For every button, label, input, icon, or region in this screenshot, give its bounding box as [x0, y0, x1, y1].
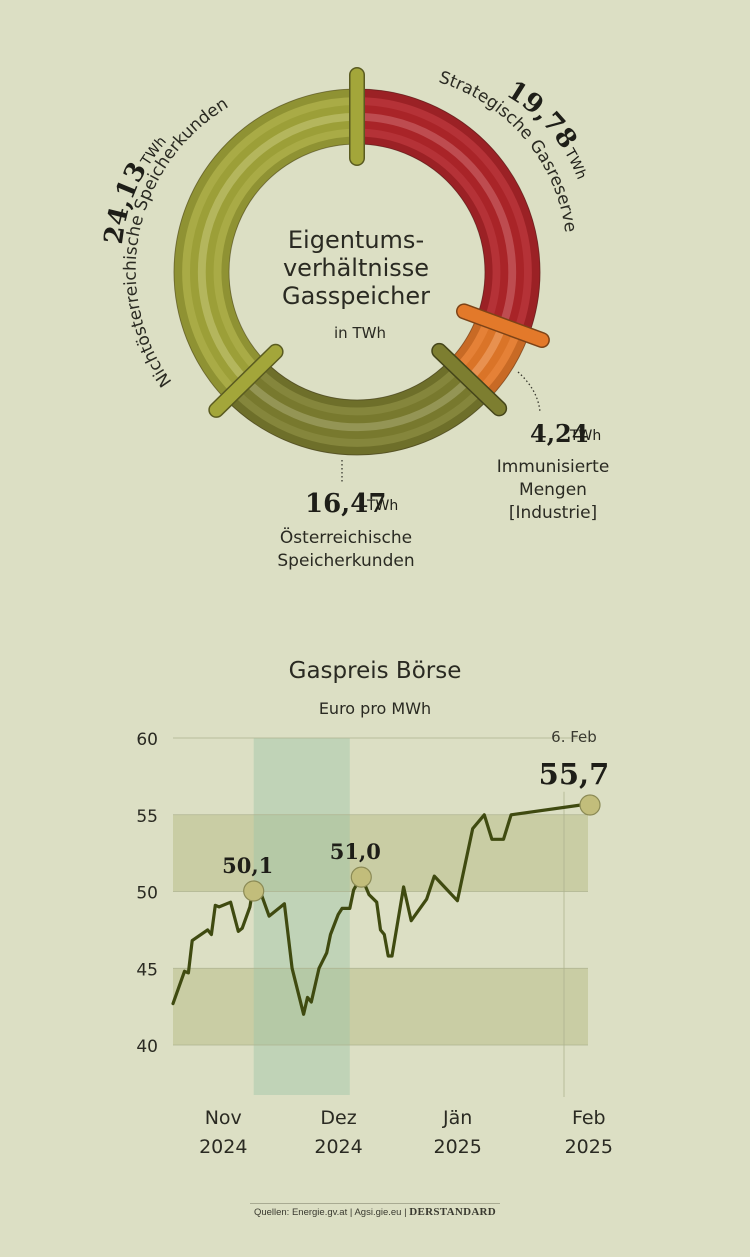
donut-segment-austrian [259, 360, 456, 409]
x-tick-label: Feb [572, 1107, 606, 1129]
donut-segment-austrian [254, 365, 461, 416]
donut-segment-strategic [356, 96, 533, 333]
donut-segment-strategic [356, 88, 541, 336]
y-tick-label: 55 [136, 807, 158, 827]
donut-segment-foreign [173, 88, 358, 401]
brand-logo: DERSTANDARD [409, 1206, 497, 1218]
x-tick-label: Dez [320, 1107, 356, 1129]
donut-joint-fill-foreign [209, 345, 283, 417]
y-tick-label: 40 [136, 1037, 158, 1057]
donut-segment-foreign [197, 112, 358, 384]
y-tick-label: 60 [136, 730, 158, 750]
donut-title-line-1: Eigentums- [288, 226, 424, 254]
immunised-label-line-2: Mengen [519, 480, 587, 500]
footer-sources: Quellen: Energie.gv.at | Agsi.gie.eu | [253, 1207, 407, 1218]
x-tick-year: 2025 [433, 1136, 481, 1158]
price-line-chart: 40 45 50 55 60 Nov 2024 Dez 2024 Jän 2025 Feb 2025 50… [136, 728, 613, 1158]
donut-segment-foreign [220, 135, 358, 368]
price-chart-title: Gaspreis Börse [289, 658, 462, 684]
immunised-label-line-1: Immunisierte [497, 457, 610, 477]
y-tick-label: 45 [136, 960, 158, 980]
x-tick-year: 2025 [565, 1136, 613, 1158]
x-tick-label: Nov [205, 1107, 242, 1129]
donut-segment-foreign [181, 96, 358, 395]
donut-subtitle: in TWh [334, 324, 386, 342]
x-tick-label: Jän [442, 1107, 472, 1129]
donut-segment-austrian [248, 371, 467, 424]
austrian-label-line-2: Speicherkunden [277, 551, 414, 571]
annotation-label: 51,0 [330, 839, 381, 864]
donut-segment-strategic [356, 127, 502, 322]
immunised-value: 4,24 [530, 419, 588, 448]
annotation-label: 50,1 [222, 853, 273, 878]
donut-segment-austrian [242, 376, 473, 432]
donut-center-title: Eigentums- verhältnisse Gasspeicher in T… [282, 226, 430, 342]
immunised-leader-line [517, 371, 541, 413]
footer: Quellen: Energie.gv.at | Agsi.gie.eu | D… [0, 1206, 750, 1218]
donut-segment-strategic [356, 104, 525, 330]
price-chart-title-group: Gaspreis Börse Euro pro MWh [289, 658, 462, 718]
x-tick-year: 2024 [314, 1136, 362, 1158]
donut-segment-strategic [356, 135, 494, 319]
donut-segment-foreign [205, 120, 358, 379]
donut-segment-strategic [356, 120, 509, 325]
donut-segment-foreign [213, 127, 358, 373]
austrian-value: 16,47 [305, 489, 386, 519]
austrian-unit: TWh [366, 498, 398, 514]
donut-title-line-2: verhältnisse [283, 254, 429, 282]
y-band-1 [173, 814, 588, 892]
donut-segment-austrian [226, 393, 490, 456]
donut-segment-strategic [356, 112, 517, 328]
annotation-label: 55,7 [539, 757, 610, 791]
immunised-label-line-3: [Industrie] [509, 503, 597, 523]
donut-segment-austrian [237, 382, 478, 440]
price-chart-subtitle: Euro pro MWh [319, 699, 431, 718]
price-line [171, 802, 590, 1016]
immunised-unit: TWh [569, 428, 601, 444]
donut-segment-foreign [189, 104, 358, 390]
x-tick-year: 2024 [199, 1136, 247, 1158]
annotation-marker [243, 880, 265, 902]
annotation-date-label: 6. Feb [551, 728, 597, 746]
donut-joint-fill-immunised [457, 304, 549, 347]
y-band-0 [173, 968, 588, 1045]
annotation-marker [579, 794, 601, 816]
donut-segment-austrian [231, 387, 484, 448]
annotation-marker [350, 866, 372, 888]
austrian-label-line-1: Österreichische [280, 526, 412, 548]
donut-joint-fill-austrian [432, 344, 506, 415]
footer-rule [250, 1203, 500, 1204]
donut-chart [173, 67, 550, 456]
y-tick-label: 50 [136, 884, 158, 904]
donut-title-line-3: Gasspeicher [282, 282, 430, 310]
